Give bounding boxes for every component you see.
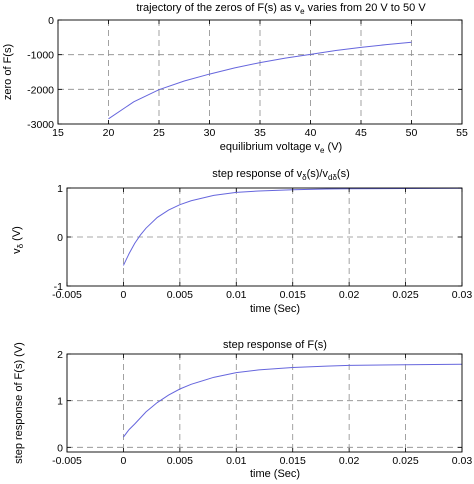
x-tick-label: 0.015: [280, 455, 306, 467]
x-tick-label: 35: [254, 127, 266, 139]
x-tick-label: 50: [406, 127, 418, 139]
panel-3-ylabel: step response of F(s) (V): [13, 342, 25, 464]
panel-3-axes-frame: [66, 353, 463, 453]
x-tick-label: -0.005: [52, 455, 82, 467]
x-tick-label: 0.015: [280, 289, 306, 301]
x-tick-label: 55: [456, 127, 468, 139]
x-tick-label: 45: [355, 127, 367, 139]
x-tick-label: 0: [121, 289, 127, 301]
panel-1-ylabel: zero of F(s): [2, 44, 14, 100]
x-tick-label: 25: [153, 127, 165, 139]
panel-1-ticks: 15 20 25 30 35 40 45 50 55 -3000 -2000 -1000 0: [27, 15, 468, 139]
x-tick-label: -0.005: [52, 289, 82, 301]
y-tick-label: 0: [48, 15, 54, 27]
y-tick-label: -2000: [27, 84, 54, 96]
x-tick-label: 20: [103, 127, 115, 139]
y-tick-label: 1: [57, 396, 63, 408]
x-tick-label: 0.005: [167, 289, 193, 301]
panel-2-ylabel: vδ (V): [11, 226, 25, 254]
y-tick-label: -3000: [27, 119, 54, 131]
y-tick-label: 0: [57, 232, 63, 244]
x-tick-label: 0.03: [452, 455, 473, 467]
panel-3: step response of F(s) step response of F…: [13, 339, 472, 480]
y-tick-label: 0: [57, 442, 63, 454]
y-tick-label: 1: [57, 183, 63, 195]
panel-2-title: step response of vδ(s)/vdδ(s): [212, 168, 349, 182]
y-tick-label: -1000: [27, 50, 54, 62]
panel-2-grid: [67, 188, 462, 286]
panel-2: step response of vδ(s)/vdδ(s) vδ (V) tim…: [11, 168, 472, 315]
panel-2-ticks: -0.005 0 0.005 0.01 0.015 0.02 0.025 0.03 -1 0 1: [52, 183, 472, 301]
x-tick-label: 0.025: [392, 289, 418, 301]
x-tick-label: 0.01: [226, 289, 247, 301]
panel-3-title: step response of F(s): [223, 339, 327, 351]
panel-2-xlabel: time (Sec): [250, 303, 300, 315]
x-tick-label: 0: [121, 455, 127, 467]
x-tick-label: 15: [52, 127, 64, 139]
x-tick-label: 0.01: [226, 455, 247, 467]
panel-1-title: trajectory of the zeros of F(s) as ve va…: [136, 2, 426, 16]
x-tick-label: 30: [204, 127, 216, 139]
x-tick-label: 40: [305, 127, 317, 139]
x-tick-label: 0.005: [167, 455, 193, 467]
panel-3-xlabel: time (Sec): [250, 468, 300, 480]
panel-1: trajectory of the zeros of F(s) as ve va…: [2, 2, 468, 155]
panel-2-series-line: [122, 187, 463, 266]
y-tick-label: 2: [57, 349, 63, 361]
x-tick-label: 0.02: [339, 455, 360, 467]
x-tick-label: 0.03: [452, 289, 473, 301]
x-tick-label: 0.02: [339, 289, 360, 301]
panel-1-grid: [58, 20, 462, 124]
panel-3-grid: [67, 354, 462, 452]
panel-3-series-line: [123, 363, 463, 438]
panel-1-series-line: [108, 41, 412, 120]
x-tick-label: 0.025: [392, 455, 418, 467]
panel-1-xlabel: equilibrium voltage ve (V): [220, 141, 342, 155]
y-tick-label: -1: [54, 281, 63, 293]
